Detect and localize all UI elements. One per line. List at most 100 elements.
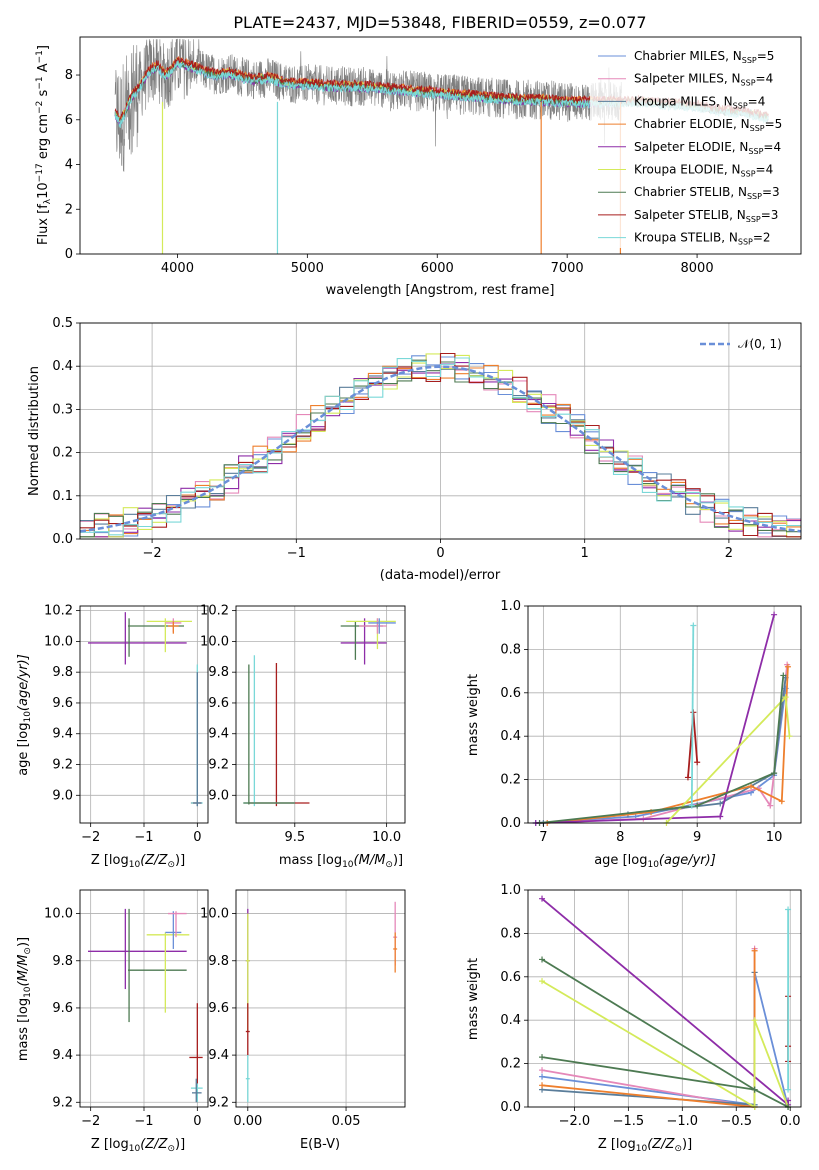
- x-tick-label: 9.5: [284, 830, 305, 845]
- y-axis-label: Normed distribution: [27, 366, 42, 496]
- mass-weight-marker: [688, 802, 695, 809]
- y-tick-label: 10.0: [44, 907, 73, 922]
- y-tick-label: 9.4: [52, 1048, 73, 1063]
- legend-box: [590, 42, 795, 248]
- mass-vs-metallicity-panel: −2 −1 0 9.2 9.4 9.6 9.8 10.0: [44, 889, 209, 1129]
- x-tick-label: 9: [693, 830, 701, 845]
- mass-weight-marker: [539, 895, 546, 902]
- y-tick-label: 10.0: [200, 634, 229, 649]
- mass-weight-marker: [784, 663, 791, 670]
- y-tick-label: 9.6: [208, 696, 229, 711]
- mass-weight-marker: [778, 798, 785, 805]
- x-tick-label: −1.5: [613, 1114, 645, 1129]
- y-tick-label: 0.2: [500, 773, 521, 788]
- mass-weight-marker: [748, 783, 755, 790]
- x-tick-label: 1: [581, 546, 589, 561]
- y-tick-label: 9.8: [52, 954, 73, 969]
- x-tick-label: 5000: [291, 261, 324, 276]
- y-tick-label: 0.8: [500, 926, 521, 941]
- x-tick-label: −2: [81, 830, 100, 845]
- mass-weight-marker: [539, 1082, 546, 1089]
- mass-weight-marker: [684, 774, 691, 781]
- y-tick-label: 9.4: [208, 727, 229, 742]
- y-tick-label: 9.2: [208, 1095, 229, 1110]
- residuals-panel: −2 −1 0 1 2 0.0 0.1 0.2 0.3 0.4 0.5 (data-model)/e…: [27, 316, 802, 583]
- x-tick-label: −1: [134, 1114, 153, 1129]
- plot-frame: [527, 889, 802, 1108]
- y-tick-label: 0.1: [52, 489, 73, 504]
- x-axis-label: wavelength [Angstrom, rest frame]: [326, 283, 555, 298]
- y-tick-label: 9.4: [52, 727, 73, 742]
- y-tick-label: 4: [65, 158, 73, 173]
- x-tick-label: 8: [616, 830, 624, 845]
- plot-frame: [235, 889, 406, 1108]
- y-tick-label: 9.4: [208, 1048, 229, 1063]
- legend-entry: Salpeter MILES, NSSP=4: [634, 72, 773, 88]
- y-tick-label: 10.0: [200, 907, 229, 922]
- gaussian-curve: [79, 365, 802, 533]
- x-tick-label: −2.0: [559, 1114, 591, 1129]
- x-tick-label: 0: [193, 1114, 201, 1129]
- age-vs-metallicity-panel: −2 −1 0 9.0 9.2 9.4 9.6 9.8 10.0 10.2: [44, 604, 209, 845]
- y-tick-label: 8: [65, 68, 73, 83]
- y-tick-label: 0.2: [500, 1057, 521, 1072]
- x-tick-label: 7: [539, 830, 547, 845]
- y-tick-label: 9.2: [52, 1095, 73, 1110]
- legend-entry: Kroupa MILES, NSSP=4: [634, 94, 765, 110]
- x-tick-label: −1: [134, 830, 153, 845]
- x-tick-label: −1: [287, 546, 306, 561]
- legend-entry: Chabrier STELIB, NSSP=3: [634, 185, 780, 201]
- y-tick-label: 0.4: [52, 359, 73, 374]
- x-tick-label: −2: [143, 546, 162, 561]
- mass-weight-marker: [767, 802, 774, 809]
- mass-weight-marker: [539, 1067, 546, 1074]
- mass-weight-marker: [785, 906, 792, 913]
- y-tick-label: 0.5: [52, 316, 73, 331]
- x-axis-label: Z [log10(Z/Z⊙)]: [91, 1137, 185, 1154]
- y-tick-label: 10.0: [44, 634, 73, 649]
- legend-entry: Kroupa ELODIE, NSSP=4: [634, 163, 773, 179]
- y-tick-label: 0.6: [500, 686, 521, 701]
- y-tick-label: 9.8: [208, 954, 229, 969]
- y-tick-label: 6: [65, 113, 73, 128]
- weight-vs-metallicity-panel: −2.0 −1.5 −1.0 −0.5 0.0 0.0 0.2 0.4 0.6 0.8 1.0: [500, 883, 802, 1129]
- x-tick-label: 10: [766, 830, 783, 845]
- mass-weight-marker: [771, 611, 778, 618]
- y-tick-label: 0.4: [500, 729, 521, 744]
- x-axis-label: age [log10(age/yr)]: [594, 853, 716, 870]
- y-axis-label: mass [log10(M/M⊙)]: [16, 937, 33, 1061]
- age-vs-mass-panel: 9.5 10.0 9.0 9.2 9.4 9.6 9.8 10.0 10.2: [200, 604, 406, 845]
- y-tick-label: 0.0: [500, 816, 521, 831]
- x-tick-label: −1.0: [667, 1114, 699, 1129]
- mass-weight-marker: [771, 770, 778, 777]
- y-axis-label: mass weight: [466, 674, 481, 756]
- x-tick-label: 10.0: [372, 830, 401, 845]
- mass-weight-line: [690, 625, 695, 806]
- y-tick-label: 9.2: [208, 758, 229, 773]
- legend-entry: Chabrier MILES, NSSP=5: [634, 49, 774, 65]
- spectrum-legend: Chabrier MILES, NSSP=5 Salpeter MILES, NS…: [590, 42, 795, 248]
- y-axis-label: mass weight: [466, 958, 481, 1040]
- x-tick-label: 7000: [551, 261, 584, 276]
- x-tick-label: 8000: [681, 261, 714, 276]
- weight-vs-age-panel: 7 8 9 10 0.0 0.2 0.4 0.6 0.8 1.0: [500, 599, 802, 845]
- y-axis-label: age [log10(age/yr)]: [16, 654, 33, 776]
- x-tick-label: −0.5: [720, 1114, 752, 1129]
- plot-frame: [527, 605, 802, 824]
- mass-weight-marker: [694, 802, 701, 809]
- legend-entry: Salpeter STELIB, NSSP=3: [634, 208, 778, 224]
- legend-label: 𝒩(0, 1): [738, 337, 782, 351]
- mass-vs-extinction-panel: 0.00 0.05 9.2 9.4 9.6 9.8 10.0: [200, 889, 406, 1129]
- mass-weight-line: [539, 675, 785, 824]
- x-axis-label: (data-model)/error: [380, 568, 501, 583]
- legend-entry: Kroupa STELIB, NSSP=2: [634, 231, 771, 247]
- x-axis-label: E(B-V): [300, 1137, 340, 1152]
- spectrum-panel: PLATE=2437, MJD=53848, FIBERID=0559, z=0…: [35, 13, 802, 298]
- mass-weight-marker: [539, 978, 546, 985]
- x-axis-label: mass [log10(M/M⊙)]: [279, 853, 403, 870]
- y-tick-label: 0.0: [52, 532, 73, 547]
- mass-weight-line: [541, 1056, 755, 1091]
- x-tick-label: 0.0: [780, 1114, 801, 1129]
- mass-weight-marker: [786, 733, 793, 740]
